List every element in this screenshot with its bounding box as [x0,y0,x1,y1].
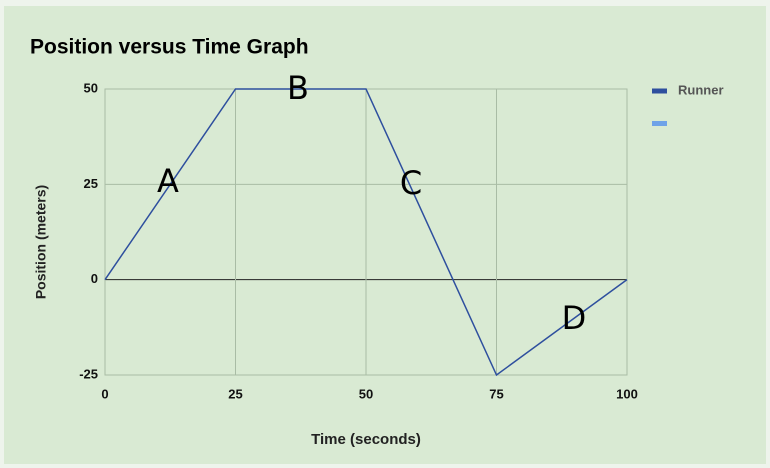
x-axis-label: Time (seconds) [311,431,421,448]
annotation: D [562,299,587,337]
y-tick-label: -25 [79,366,98,381]
x-tick-label: 100 [616,386,638,401]
annotation: B [287,69,309,107]
legend-swatch [652,121,667,126]
x-tick-label: 75 [489,386,503,401]
y-tick-label: 25 [84,176,98,191]
legend-label: Runner [678,82,724,97]
chart-background [4,6,766,464]
data-line [104,88,628,377]
annotation: C [400,164,422,202]
y-tick-label: 50 [84,80,98,95]
y-tick-label: 0 [91,271,98,286]
x-tick-label: 50 [359,386,373,401]
legend-swatch [652,88,667,94]
x-tick-label: 25 [228,386,242,401]
y-axis-label: Position (meters) [33,185,49,299]
x-tick-label: 0 [101,386,108,401]
annotation: A [157,162,179,200]
chart-title: Position versus Time Graph [30,36,309,59]
